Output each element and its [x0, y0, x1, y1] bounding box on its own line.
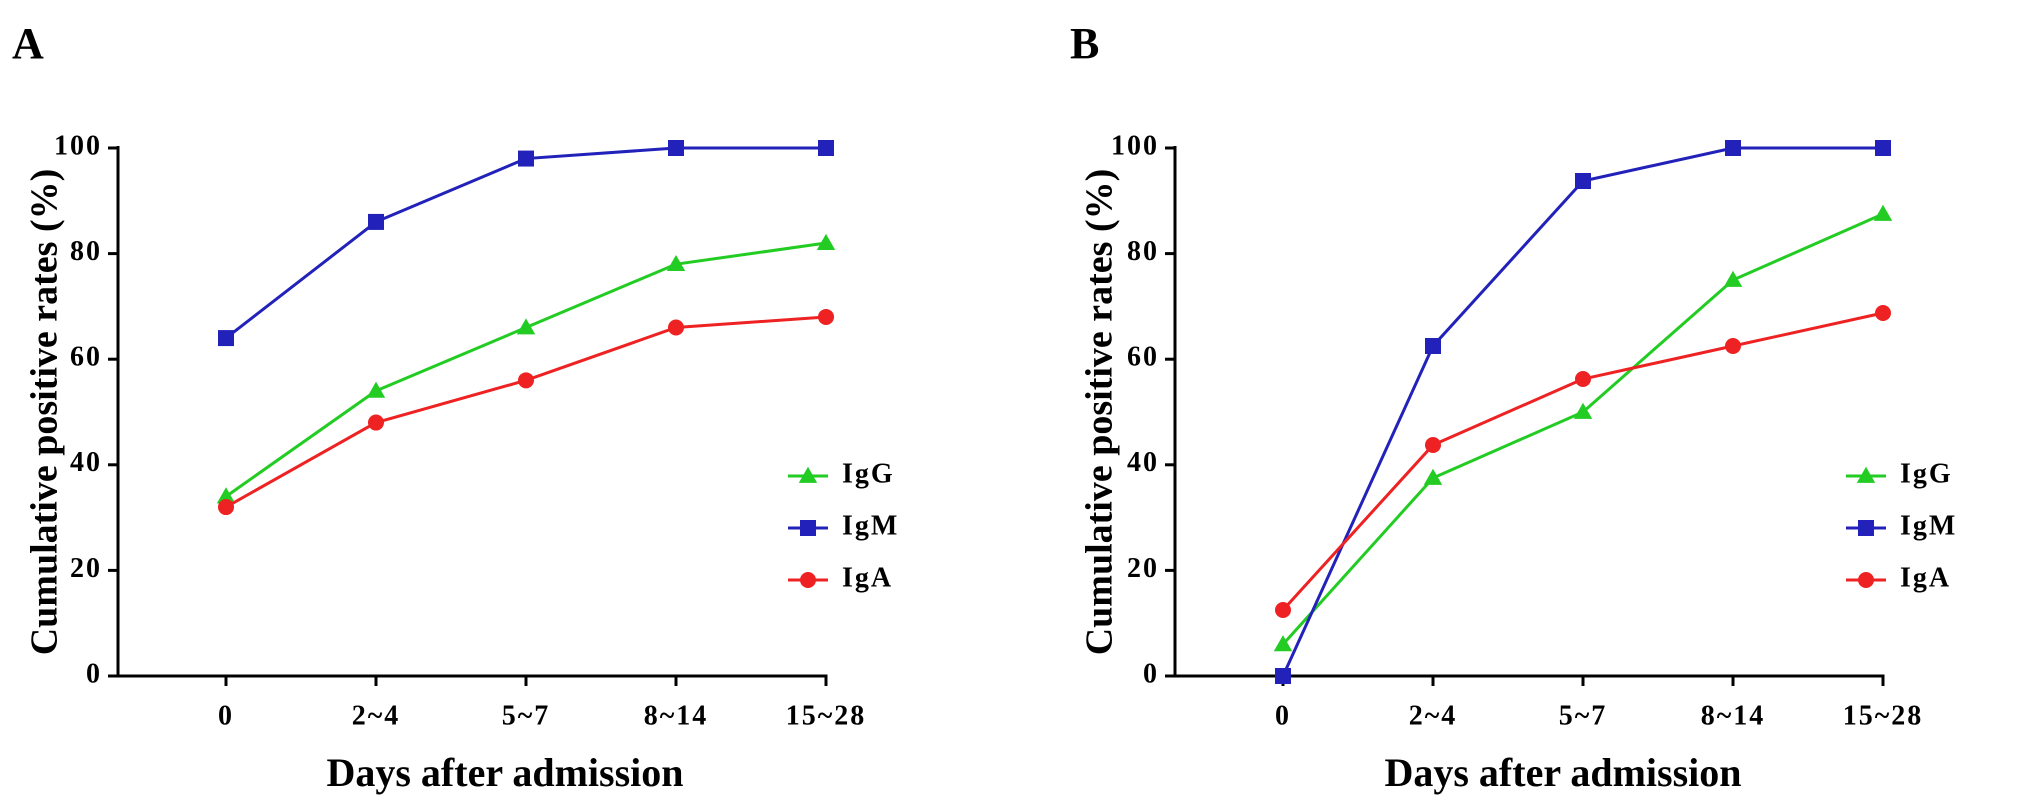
y-tick-label: 40: [70, 447, 102, 478]
chart-panel-b: B 0 20 40 60 80 100 0 2~4 5~7 8~14 15~28 Cumulative …: [1070, 19, 1957, 795]
data-point-igm: [368, 213, 384, 230]
legend-label: IgA: [842, 562, 893, 593]
legend-item-iga: IgA: [1846, 562, 1951, 593]
data-point-igm: [818, 140, 834, 156]
data-point-igm: [218, 330, 234, 347]
data-point-iga: [1725, 338, 1741, 354]
series-line-iga: [225, 315, 827, 509]
data-point-iga: [1275, 602, 1291, 618]
series-igm: [1275, 140, 1891, 684]
data-point-iga: [518, 372, 534, 389]
x-tick-label: 2~4: [1409, 700, 1458, 731]
y-tick-label: 60: [1127, 342, 1159, 373]
x-tick-label: 0: [218, 700, 234, 731]
data-point-igm: [1875, 140, 1891, 156]
x-axis-label: Days after admission: [326, 750, 683, 795]
x-tick-label: 0: [1275, 700, 1291, 731]
data-point-igg: [1273, 635, 1293, 652]
legend-label: IgG: [1900, 458, 1953, 489]
x-tick-label: 8~14: [1701, 700, 1766, 731]
data-point-igm: [518, 150, 534, 167]
data-point-igm: [1725, 140, 1741, 156]
y-tick-label: 100: [54, 130, 102, 161]
legend-marker: [1858, 572, 1874, 588]
y-axis-label: Cumulative positive rates (%): [24, 169, 66, 656]
legend: IgG IgM IgA: [1846, 458, 1957, 593]
series-igm: [218, 140, 834, 347]
y-tick-label: 20: [70, 553, 102, 584]
panel-label: A: [12, 19, 44, 68]
legend-marker: [798, 466, 818, 483]
data-point-igg: [816, 233, 836, 250]
data-point-igg: [366, 381, 386, 398]
legend-marker: [800, 572, 816, 588]
x-tick-label: 2~4: [352, 700, 401, 731]
y-tick-label: 60: [70, 342, 102, 373]
legend-item-igm: IgM: [1846, 510, 1957, 541]
data-point-igm: [1575, 173, 1591, 189]
x-tick-label: 8~14: [644, 700, 709, 731]
panel-label: B: [1070, 19, 1099, 68]
x-tick-label: 15~28: [1843, 700, 1924, 731]
y-tick-label: 20: [1127, 553, 1159, 584]
data-point-iga: [1875, 305, 1891, 321]
data-point-iga: [668, 319, 684, 336]
data-point-igg: [1423, 468, 1443, 485]
data-point-iga: [1575, 371, 1591, 387]
series-line-iga: [1281, 311, 1884, 612]
legend-label: IgA: [1900, 562, 1951, 593]
data-point-igg: [1573, 402, 1593, 419]
legend-marker: [1856, 466, 1876, 483]
series-igg: [1273, 204, 1893, 652]
x-tick-label: 15~28: [786, 700, 867, 731]
data-point-igg: [666, 254, 686, 272]
legend: IgG IgM IgA: [788, 458, 899, 593]
y-axis-label: Cumulative positive rates (%): [1079, 169, 1121, 656]
data-point-igm: [668, 140, 684, 156]
data-point-igm: [1425, 338, 1441, 354]
data-point-igg: [216, 487, 236, 504]
data-point-igg: [516, 318, 536, 335]
legend-label: IgM: [1900, 510, 1957, 541]
series-igg: [216, 233, 836, 504]
series-line-igg: [225, 241, 827, 498]
data-point-iga: [368, 414, 384, 431]
y-tick-label: 80: [70, 236, 102, 267]
series-line-igg: [1281, 212, 1884, 646]
data-point-iga: [1425, 437, 1441, 453]
chart-panel-a: A 0 20 40 60 80 100 0 2~4 5~7 8~14 15~28 Cumulative …: [12, 19, 899, 795]
data-point-igm: [1275, 668, 1291, 684]
x-tick-label: 5~7: [1559, 700, 1608, 731]
legend-marker: [1858, 520, 1874, 536]
data-point-igg: [1723, 270, 1743, 287]
series-line-igm: [225, 146, 826, 340]
y-tick-label: 0: [1143, 658, 1159, 689]
data-point-iga: [818, 308, 834, 325]
legend-label: IgM: [842, 510, 899, 541]
y-tick-label: 80: [1127, 236, 1159, 267]
x-tick-label: 5~7: [502, 700, 551, 731]
series-iga: [1275, 305, 1891, 618]
legend-item-igm: IgM: [788, 510, 899, 541]
legend-label: IgG: [842, 458, 895, 489]
y-tick-label: 0: [86, 658, 102, 689]
y-tick-label: 100: [1111, 130, 1159, 161]
legend-item-igg: IgG: [788, 458, 895, 489]
series-iga: [218, 308, 834, 516]
legend-item-igg: IgG: [1846, 458, 1953, 489]
x-axis-label: Days after admission: [1384, 750, 1741, 795]
y-tick-label: 40: [1127, 447, 1159, 478]
data-point-igg: [1873, 204, 1893, 221]
legend-marker: [800, 520, 816, 536]
legend-item-iga: IgA: [788, 562, 893, 593]
data-point-iga: [218, 499, 234, 516]
